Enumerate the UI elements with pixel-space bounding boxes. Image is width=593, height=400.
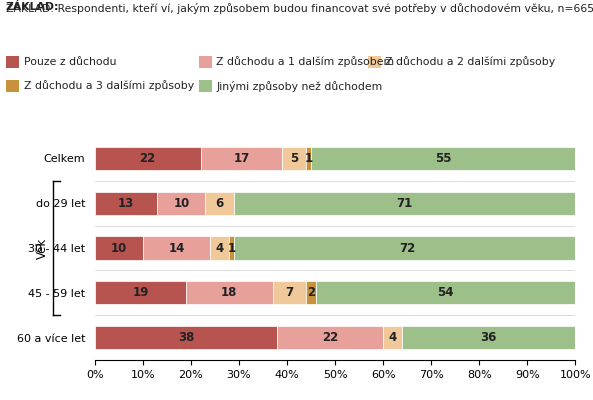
Text: Z důchodu a 2 dalšími způsoby: Z důchodu a 2 dalšími způsoby <box>385 56 556 68</box>
Text: ZÁKLAD:: ZÁKLAD: <box>6 2 59 12</box>
Text: 55: 55 <box>435 152 451 165</box>
Text: 19: 19 <box>132 286 149 299</box>
Bar <box>306 147 311 170</box>
Text: 13: 13 <box>118 197 134 210</box>
Bar <box>157 192 205 215</box>
Text: 2: 2 <box>307 286 315 299</box>
Text: 71: 71 <box>397 197 413 210</box>
Bar <box>234 236 580 260</box>
Bar <box>95 147 200 170</box>
Bar <box>282 147 306 170</box>
Bar <box>95 236 143 260</box>
Bar <box>316 281 575 304</box>
Text: 7: 7 <box>285 286 294 299</box>
Bar <box>186 281 273 304</box>
Text: 1: 1 <box>228 242 236 254</box>
Text: 14: 14 <box>168 242 185 254</box>
Bar <box>383 326 402 349</box>
Bar <box>278 326 383 349</box>
Bar <box>95 192 157 215</box>
Bar <box>210 236 229 260</box>
Bar <box>205 192 234 215</box>
Bar <box>200 147 282 170</box>
Text: Z důchodu a 3 dalšími způsoby: Z důchodu a 3 dalšími způsoby <box>24 80 194 92</box>
Text: 72: 72 <box>399 242 415 254</box>
Text: 10: 10 <box>173 197 190 210</box>
Bar <box>306 281 316 304</box>
Bar <box>402 326 575 349</box>
Bar <box>234 192 575 215</box>
Text: 17: 17 <box>233 152 250 165</box>
Text: 22: 22 <box>322 331 339 344</box>
Text: 36: 36 <box>480 331 497 344</box>
Text: 5: 5 <box>290 152 298 165</box>
Text: 54: 54 <box>437 286 454 299</box>
Text: ZÁKLAD: Respondenti, kteří ví, jakým způsobem budou financovat své potřeby v důc: ZÁKLAD: Respondenti, kteří ví, jakým způ… <box>6 2 593 14</box>
Text: 4: 4 <box>388 331 397 344</box>
Text: 10: 10 <box>111 242 127 254</box>
Text: 22: 22 <box>139 152 156 165</box>
Text: Jinými způsoby než důchodem: Jinými způsoby než důchodem <box>216 80 382 92</box>
Text: Z důchodu a 1 dalším způsobem: Z důchodu a 1 dalším způsobem <box>216 56 394 68</box>
Bar <box>95 326 278 349</box>
Bar <box>143 236 210 260</box>
Text: 4: 4 <box>216 242 224 254</box>
Text: 1: 1 <box>305 152 313 165</box>
Text: 18: 18 <box>221 286 238 299</box>
Bar <box>95 281 186 304</box>
Text: 6: 6 <box>216 197 224 210</box>
Text: 38: 38 <box>178 331 195 344</box>
Bar <box>273 281 306 304</box>
Text: Pouze z důchodu: Pouze z důchodu <box>24 57 116 67</box>
Bar <box>311 147 575 170</box>
Bar <box>229 236 234 260</box>
Text: Věk: Věk <box>36 237 49 259</box>
